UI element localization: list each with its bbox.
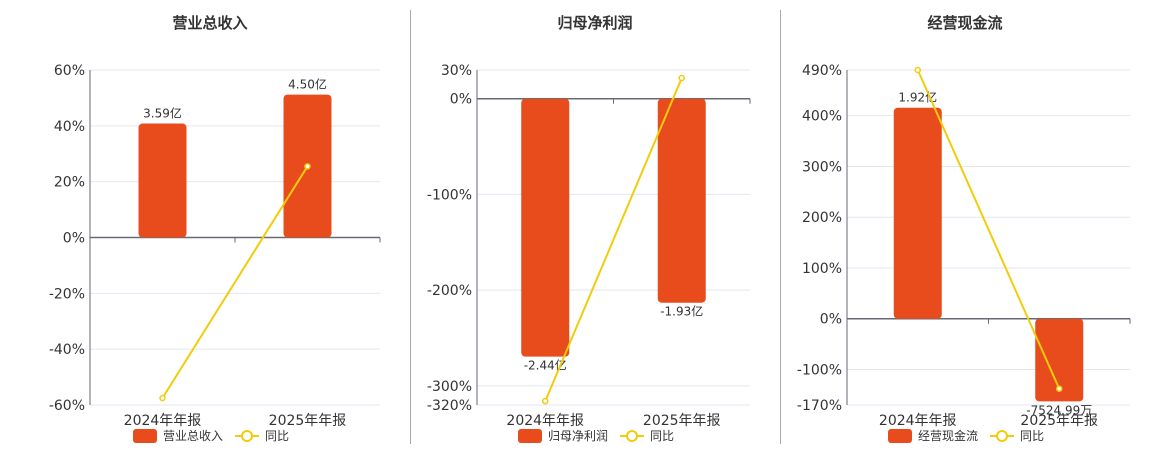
chart-1: 营业总收入 60% 40% 20% 0% -20% -40% -60% 3.59亿 2024年年报… [49,14,381,443]
x-tick-label: 2024年年报 [879,413,957,429]
yoy-point [304,163,311,170]
yoy-point [914,66,921,74]
yoy-line [161,165,309,399]
bar-data-label: 4.50亿 [288,77,327,92]
yoy-point [159,394,166,402]
chart-3: 经营现金流490%400%300%200%100%0%-100%-170%1.9… [797,14,1131,443]
chart-title: 营业总收入 [172,14,247,32]
y-tick-label: 60% [54,63,85,79]
y-tick-label: 0% [820,312,842,328]
legend-line-label: 同比 [650,429,674,443]
chart-title: 经营现金流 [927,14,1002,32]
y-tick-label: 300% [802,159,842,175]
bar [657,98,706,303]
yoy-point [678,74,685,82]
y-tick-label: -320% [427,398,472,414]
y-tick-label: -170% [797,398,842,414]
bar-data-label: -7524.99万 [1026,403,1092,417]
chart-2: 归母净利润 30% 0% -100% -200% -300% -320% -2.44亿 2024… [427,14,751,443]
legend-bar-swatch [518,429,542,443]
y-tick-label: -20% [49,286,85,302]
x-tick-label: 2025年年报 [269,413,347,429]
legend-line-marker [241,430,253,442]
bar [138,123,187,238]
yoy-line [544,77,683,402]
x-tick-label: 2024年年报 [506,413,584,429]
legend-line-marker [996,430,1008,442]
x-tick-label: 2025年年报 [1020,413,1098,429]
x-tick-label: 2025年年报 [643,413,721,429]
x-tick-label: 2024年年报 [124,413,202,429]
y-tick-label: 0% [450,92,472,108]
y-tick-label: 100% [802,261,842,277]
yoy-point [542,397,549,405]
y-tick-label: 20% [54,175,85,191]
y-tick-label: -300% [427,379,472,395]
y-tick-label: -60% [49,398,85,414]
y-tick-label: -40% [49,342,85,358]
yoy-point [1056,385,1063,393]
y-tick-label: 0% [63,231,85,247]
bar-data-label: -1.93亿 [660,304,703,319]
legend-bar-swatch [888,429,912,443]
y-tick-label: 40% [54,119,85,135]
legend-line-label: 同比 [1020,429,1044,443]
bar [1035,318,1084,402]
bar-data-label: -2.44亿 [524,358,567,373]
legend-bar-swatch [133,429,157,443]
legend-bar-label: 经营现金流 [918,428,978,443]
y-tick-label: -100% [427,187,472,203]
legend-bar-label: 归母净利润 [548,429,608,443]
y-tick-label: 490% [802,63,842,79]
legend-line-label: 同比 [265,429,289,443]
bar [521,98,570,357]
y-tick-label: -100% [797,362,842,378]
chart-title: 归母净利润 [557,14,632,32]
bar [893,107,942,319]
y-tick-label: 30% [441,63,472,79]
legend-line-marker [626,430,638,442]
y-tick-label: 400% [802,109,842,125]
yoy-line [916,69,1061,390]
legend-bar-label: 营业总收入 [163,429,223,443]
y-tick-label: 200% [802,210,842,226]
bar-data-label: 3.59亿 [143,106,182,121]
y-tick-label: -200% [427,283,472,299]
